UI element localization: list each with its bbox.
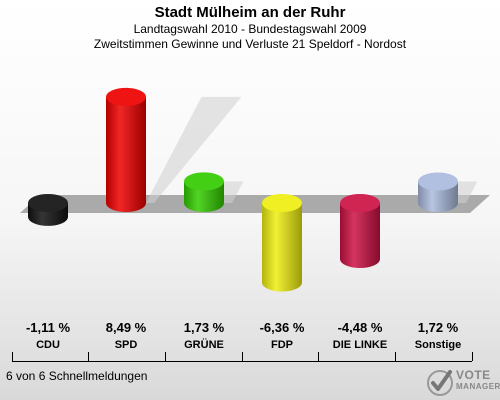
category-label-0: CDU bbox=[36, 339, 60, 351]
vote-checkmark-icon bbox=[427, 370, 453, 396]
bar-3 bbox=[262, 194, 302, 292]
axis-tick bbox=[165, 352, 166, 361]
bar-4 bbox=[340, 194, 380, 268]
category-axis bbox=[12, 361, 472, 362]
axis-tick bbox=[472, 352, 473, 361]
logo-text-vote: VOTE bbox=[456, 368, 491, 382]
value-label-2: 1,73 % bbox=[183, 320, 225, 335]
category-label-2: GRÜNE bbox=[184, 339, 224, 351]
bar-cap-3 bbox=[262, 194, 302, 212]
chart-subtitle-district: Zweitstimmen Gewinne und Verluste 21 Spe… bbox=[93, 37, 407, 51]
axis-tick bbox=[395, 352, 396, 361]
bar-body-4 bbox=[340, 203, 380, 268]
value-label-5: 1,72 % bbox=[417, 320, 459, 335]
axis-tick bbox=[12, 352, 13, 361]
chart-subtitle-election: Landtagswahl 2010 - Bundestagswahl 2009 bbox=[133, 22, 367, 36]
bar-5 bbox=[418, 172, 478, 212]
bar-chart bbox=[20, 87, 490, 292]
bar-cap-0 bbox=[28, 194, 68, 212]
bar-cap-4 bbox=[340, 194, 380, 212]
bar-body-1 bbox=[106, 96, 146, 212]
bar-cap-2 bbox=[184, 172, 224, 191]
value-label-3: -6,36 % bbox=[259, 320, 305, 335]
bar-cap-1 bbox=[106, 87, 146, 106]
votemanager-logo: VOTE MANAGER bbox=[426, 368, 500, 398]
value-label-0: -1,11 % bbox=[25, 320, 71, 335]
chart-title: Stadt Mülheim an der Ruhr bbox=[154, 4, 346, 21]
value-label-1: 8,49 % bbox=[105, 320, 147, 335]
value-label-4: -4,48 % bbox=[337, 320, 383, 335]
category-label-1: SPD bbox=[114, 339, 138, 351]
bar-shadow-1 bbox=[146, 96, 242, 203]
bar-body-3 bbox=[262, 203, 302, 292]
category-label-5: Sonstige bbox=[414, 339, 462, 351]
bar-2 bbox=[184, 172, 244, 212]
category-label-3: FDP bbox=[271, 339, 293, 351]
category-label-4: DIE LINKE bbox=[332, 339, 388, 351]
bar-cap-5 bbox=[418, 172, 458, 191]
footer-status: 6 von 6 Schnellmeldungen bbox=[6, 369, 148, 383]
bar-0 bbox=[28, 194, 68, 226]
axis-tick bbox=[88, 352, 89, 361]
logo-text-manager: MANAGER bbox=[456, 382, 500, 391]
bar-1 bbox=[106, 87, 242, 212]
axis-tick bbox=[242, 352, 243, 361]
axis-tick bbox=[318, 352, 319, 361]
